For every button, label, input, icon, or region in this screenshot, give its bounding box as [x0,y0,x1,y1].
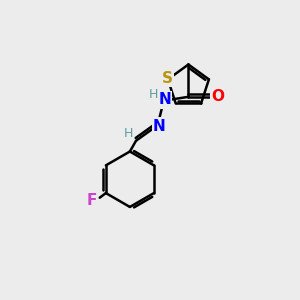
Text: F: F [87,193,97,208]
Text: H: H [124,127,133,140]
Text: O: O [211,88,224,104]
Text: S: S [162,71,172,86]
Text: N: N [158,92,171,107]
Text: N: N [153,118,166,134]
Text: H: H [149,88,158,101]
